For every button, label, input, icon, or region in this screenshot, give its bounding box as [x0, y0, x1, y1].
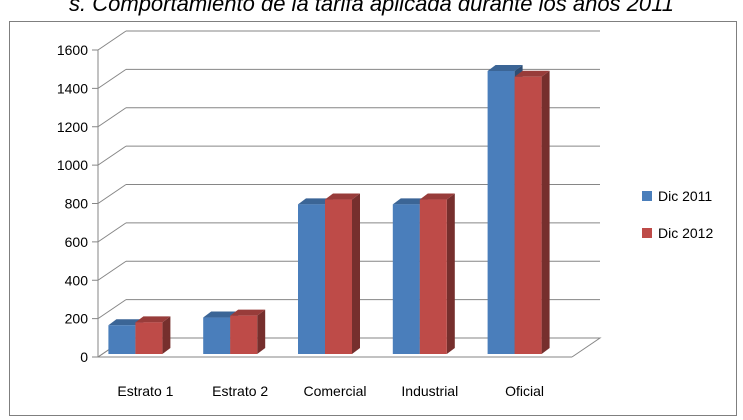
bar-dic-2011 [298, 204, 325, 354]
gridline-side [97, 299, 127, 320]
bar-side [257, 309, 266, 354]
bar-dic-2012 [135, 322, 163, 354]
legend-swatch [642, 191, 652, 201]
bar-dic-2012 [514, 76, 542, 354]
y-tick-label: 1000 [57, 157, 88, 173]
bar-top [203, 311, 239, 318]
bar-dic-2012 [230, 315, 258, 354]
y-tick-label: 1200 [57, 119, 88, 135]
legend-label: Dic 2012 [658, 225, 713, 241]
legend-label: Dic 2011 [658, 188, 712, 204]
x-tick-label: Comercial [303, 383, 366, 399]
bar-dic-2012 [325, 199, 352, 354]
bar-side [162, 316, 171, 354]
bar-dic-2011 [108, 325, 136, 354]
gridline-side [97, 184, 127, 204]
x-tick-label: Industrial [401, 383, 458, 399]
bar-top [298, 198, 333, 205]
bar-top [487, 64, 523, 71]
y-tick-label: 600 [65, 234, 89, 250]
y-tick-label: 1600 [57, 42, 88, 58]
bar-dic-2011 [203, 317, 231, 354]
bar-side [541, 70, 550, 354]
bar-side [352, 193, 360, 354]
y-tick-label: 400 [65, 272, 89, 288]
bar-top [392, 198, 428, 205]
chart-caption: s. Comportamiento de la tarifa aplicada … [69, 0, 674, 16]
y-tick-label: 200 [65, 311, 89, 327]
gridline-side [97, 68, 127, 89]
bar-side [446, 193, 455, 354]
x-tick-label: Estrato 1 [117, 383, 173, 399]
gridline-side [97, 145, 127, 166]
bar-top [108, 319, 144, 326]
gridline-side [97, 222, 127, 243]
bar-top [230, 309, 266, 316]
legend-swatch [642, 228, 652, 238]
bar-dic-2011 [487, 70, 515, 354]
bar-dic-2011 [392, 204, 420, 354]
x-tick-label: Estrato 2 [212, 383, 268, 399]
bar-top [419, 193, 455, 200]
gridline-side [97, 107, 127, 128]
y-tick-label: 0 [80, 349, 88, 365]
bar-top [135, 316, 171, 323]
gridline-side [97, 260, 127, 281]
bar-top [514, 70, 550, 77]
y-tick-label: 1400 [57, 80, 88, 96]
bar-top [325, 193, 360, 200]
bar-dic-2012 [419, 199, 447, 354]
y-tick-label: 800 [65, 196, 89, 212]
x-tick-label: Oficial [505, 383, 544, 399]
gridline-side [97, 30, 127, 51]
